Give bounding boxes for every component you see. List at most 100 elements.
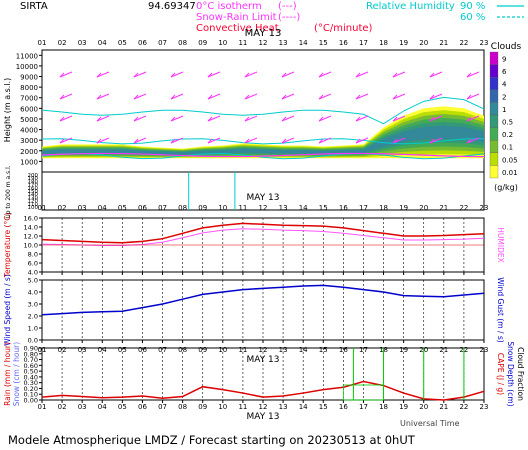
legend-snow-rain-marker: (----) (278, 12, 300, 23)
hour-label: 02 (58, 346, 67, 354)
hour-label: 04 (98, 346, 107, 354)
low-date-label: MAY 13 (246, 193, 279, 203)
hour-label: 21 (439, 204, 448, 212)
hour-label: 15 (319, 346, 328, 354)
wind-ytick-label: 1.0 (28, 325, 38, 333)
cloud-legend-tick: 1 (502, 106, 506, 114)
cloud-legend-swatch (489, 77, 499, 90)
top-hour-label: 21 (439, 39, 448, 47)
top-hour-label: 08 (178, 39, 187, 47)
site-name: SIRTA (20, 1, 48, 12)
legend-rh-90: 90 % (460, 1, 485, 12)
wind-arrow-head (207, 72, 213, 78)
bottom-hour-label: 08 (178, 403, 187, 411)
wind-arrow (59, 71, 73, 78)
wind-arrow-head (392, 138, 398, 144)
hour-label: 20 (419, 204, 428, 212)
top-hour-label: 16 (339, 39, 348, 47)
precipitation-ytick-label: 0.70 (24, 356, 38, 364)
wind-arrow-head (244, 138, 250, 144)
cloud-legend-swatch (489, 165, 499, 179)
footer-title: Modele Atmospherique LMDZ / Forecast sta… (8, 433, 416, 447)
cloud-legend-tick: 0.2 (502, 131, 513, 139)
hour-label: 18 (379, 204, 388, 212)
temperature-ytick-label: 16.0 (24, 215, 38, 223)
wind-arrow-head (244, 72, 250, 78)
wind-arrow (392, 115, 406, 122)
precipitation-ylabel: Rain (mm / hour) (3, 342, 12, 406)
bottom-hour-label: 22 (459, 403, 468, 411)
wind-ytick-label: 3.0 (28, 301, 38, 309)
cloud-legend-title: Clouds (491, 42, 522, 52)
hour-label: 13 (279, 204, 288, 212)
hour-label: 17 (359, 346, 368, 354)
wind-arrow (466, 115, 480, 122)
snow-fraction-box (342, 384, 384, 401)
wind-arrow-head (355, 94, 361, 100)
hour-label: 07 (158, 346, 167, 354)
legend-snow-rain-label: Snow-Rain Limit (196, 12, 277, 23)
wind-arrow-head (318, 116, 324, 122)
legend-convective-marker: (°C/minute) (314, 23, 373, 34)
precipitation-series-line (41, 380, 485, 401)
wind-arrow-head (429, 116, 435, 122)
cloud-legend-unit: (g/kg) (494, 183, 518, 192)
precipitation-ylabel-right3: Cloud Fraction (516, 347, 525, 401)
wind-arrow-head (170, 94, 176, 100)
low-ytick-label: 160 (28, 186, 39, 192)
hour-label: 17 (359, 204, 368, 212)
cloud-ylabel: Height (m a.s.l.) (3, 78, 12, 143)
top-hour-label: 07 (158, 39, 167, 47)
wind-arrow (207, 115, 221, 122)
wind-arrow (170, 137, 184, 144)
precipitation-ytick-label: 0.10 (24, 391, 38, 399)
wind-arrow (355, 93, 369, 100)
bottom-hour-label: 13 (279, 403, 288, 411)
temperature-ytick-label: 4.0 (28, 269, 38, 277)
hour-label: 23 (480, 346, 489, 354)
wind-arrow (133, 71, 147, 78)
top-hour-label: 14 (299, 39, 308, 47)
wind-arrow-head (318, 72, 324, 78)
temperature-ytick-label: 10.0 (24, 242, 38, 250)
wind-ytick-label: 5.0 (28, 277, 38, 285)
bottom-hour-label: 12 (259, 403, 268, 411)
wind-arrow-head (170, 72, 176, 78)
wind-arrow (96, 115, 110, 122)
wind-arrow (170, 71, 184, 78)
wind-arrow (466, 71, 480, 78)
wind-arrow-head (281, 94, 287, 100)
top-hour-label: 06 (138, 39, 147, 47)
top-hour-label: 01 (38, 39, 47, 47)
cloud-legend-tick: 9 (502, 55, 506, 63)
cloud-ytick-label: 9000 (20, 74, 38, 82)
cloud-legend-swatch (489, 114, 499, 128)
wind-arrow (244, 93, 258, 100)
header-legend: 0°C isotherm (---)Snow-Rain Limit (----)Co… (196, 1, 524, 34)
cloud-ytick-label: 11000 (16, 52, 38, 60)
wind-arrow (392, 71, 406, 78)
wind-arrow-head (96, 94, 102, 100)
wind-arrow-head (429, 138, 435, 144)
legend-convective-label: Convective Heat. (196, 23, 282, 34)
wind-arrow-head (133, 116, 139, 122)
temperature-series-line (41, 228, 485, 246)
precipitation-ytick-label: 0.20 (24, 385, 38, 393)
rh-contour (41, 138, 485, 145)
hour-label: 14 (299, 204, 308, 212)
bottom-hour-label: 07 (158, 403, 167, 411)
wind-arrow-head (133, 138, 139, 144)
wind-arrow (429, 93, 443, 100)
wind-arrow-head (429, 72, 435, 78)
wind-arrow-head (466, 72, 472, 78)
top-hour-label: 22 (459, 39, 468, 47)
low-ytick-label: 100 (28, 205, 39, 211)
wind-arrow (392, 137, 406, 144)
top-hour-label: 20 (419, 39, 428, 47)
cloud-layer (42, 125, 484, 155)
bottom-hour-label: 21 (439, 403, 448, 411)
cloud-legend-tick: 6 (502, 68, 507, 76)
wind-arrow (170, 115, 184, 122)
wind-arrow-head (281, 116, 287, 122)
